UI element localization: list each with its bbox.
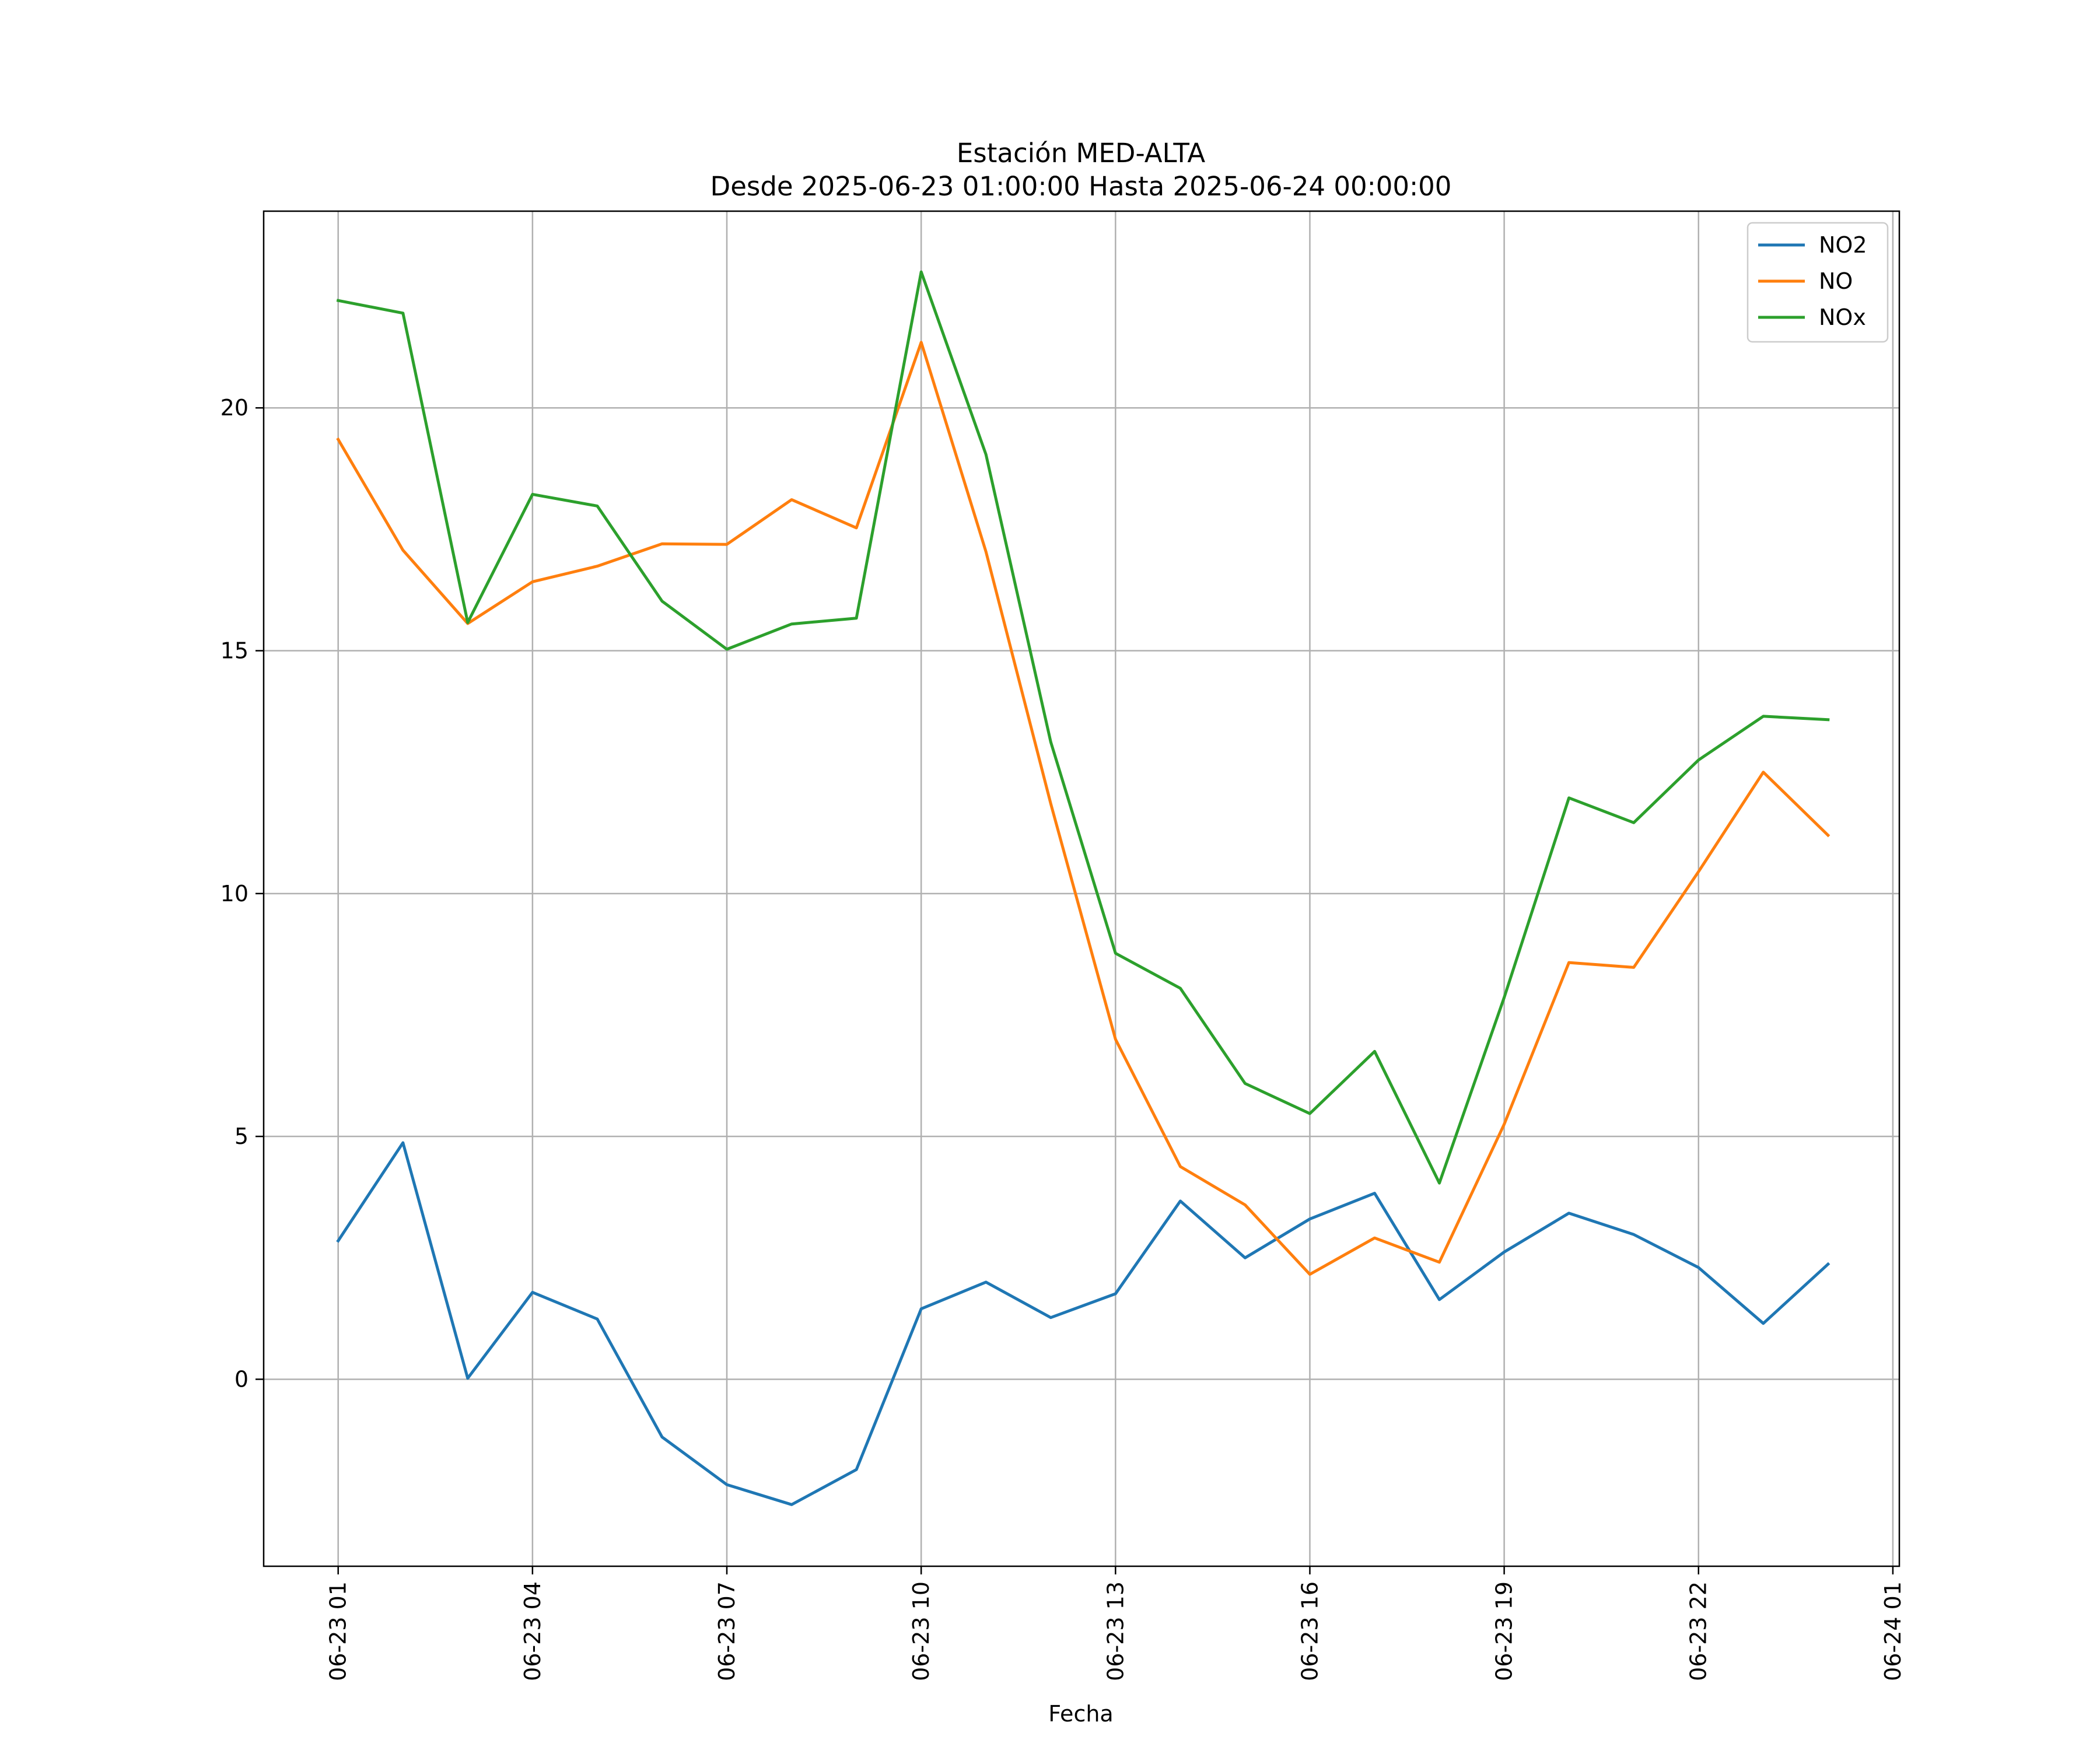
x-tick-label: 06-24 01 — [1880, 1581, 1906, 1681]
series-line-no — [336, 341, 1831, 1276]
x-tick-label: 06-23 04 — [520, 1581, 545, 1681]
y-tick-label: 5 — [235, 1124, 249, 1149]
legend-box — [1746, 222, 1889, 343]
y-tick-label: 0 — [235, 1366, 249, 1392]
series-line-no2 — [336, 1141, 1831, 1506]
legend-label-no2: NO2 — [1819, 232, 1867, 258]
legend-label-nox: NOx — [1819, 304, 1866, 330]
x-tick-label: 06-23 19 — [1492, 1581, 1517, 1681]
y-tick-label: 20 — [220, 395, 249, 421]
series-line-nox — [336, 270, 1830, 1185]
x-tick-label: 06-23 01 — [326, 1581, 351, 1681]
chart-subtitle: Desde 2025-06-23 01:00:00 Hasta 2025-06-… — [710, 171, 1452, 202]
chart-title: Estación MED-ALTA — [957, 138, 1206, 169]
x-tick-label: 06-23 13 — [1102, 1581, 1128, 1681]
grid — [264, 211, 1899, 1566]
x-tick-label: 06-23 07 — [714, 1581, 740, 1681]
axis-ticks: 06-23 01 06-23 04 06-23 07 06-23 10 06-23 13… — [220, 395, 1906, 1681]
plot-frame — [262, 210, 1901, 1567]
legend: NO2 NO NOx — [1746, 222, 1889, 343]
y-tick-label: 10 — [220, 881, 249, 907]
legend-label-no: NO — [1819, 268, 1853, 294]
x-tick-label: 06-23 22 — [1686, 1581, 1712, 1681]
series-lines — [336, 270, 1831, 1506]
y-tick-label: 15 — [220, 638, 249, 664]
x-axis-label: Fecha — [1048, 1701, 1113, 1727]
x-tick-label: 06-23 10 — [908, 1581, 934, 1681]
x-tick-label: 06-23 16 — [1297, 1581, 1322, 1681]
